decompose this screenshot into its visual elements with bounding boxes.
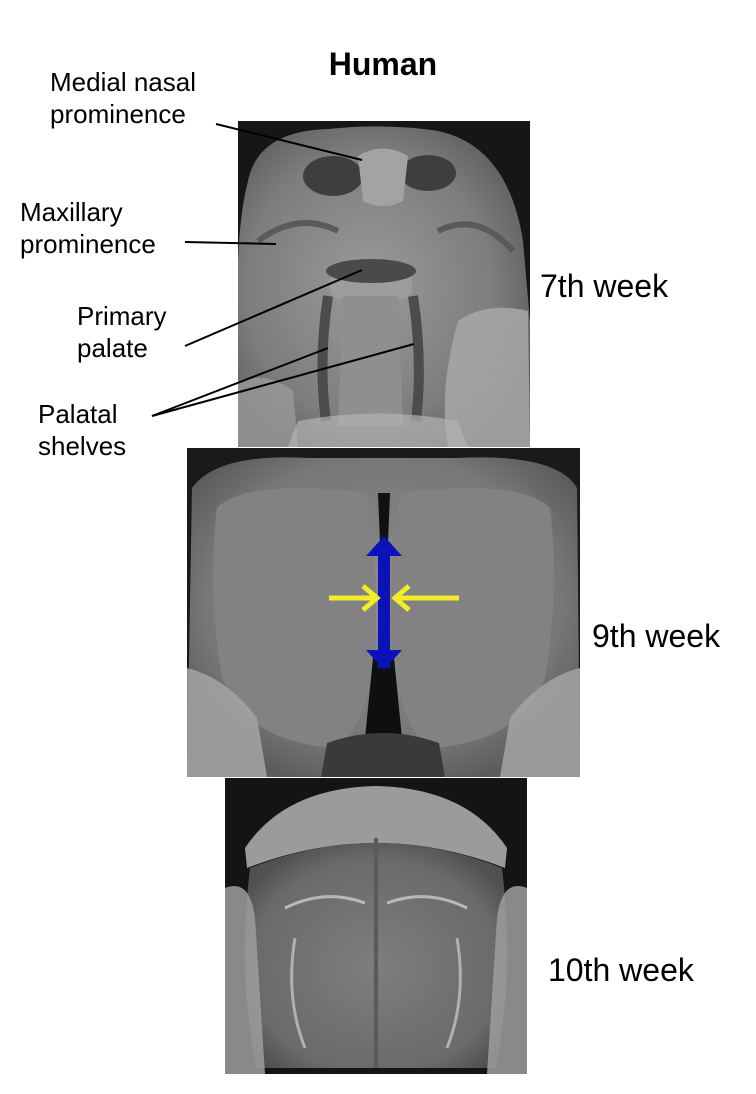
week-label-9th: 9th week bbox=[592, 618, 721, 654]
sem-image-7th-week bbox=[238, 121, 530, 447]
arrow-left-icon bbox=[391, 584, 459, 612]
label-palatal-shelves: Palatal shelves bbox=[38, 399, 127, 461]
week-label-7th: 7th week bbox=[540, 268, 669, 304]
figure-title: Human bbox=[328, 46, 438, 82]
arrow-right-icon bbox=[329, 584, 381, 612]
sem-image-10th-week bbox=[225, 778, 527, 1074]
sem-image-9th-week bbox=[187, 448, 580, 777]
label-maxillary-prominence: Maxillary prominence bbox=[20, 197, 156, 259]
label-medial-nasal-prominence: Medial nasal prominence bbox=[50, 67, 196, 129]
label-primary-palate: Primary palate bbox=[77, 301, 167, 363]
double-headed-arrow-icon bbox=[366, 536, 402, 670]
week-label-10th: 10th week bbox=[548, 952, 694, 988]
